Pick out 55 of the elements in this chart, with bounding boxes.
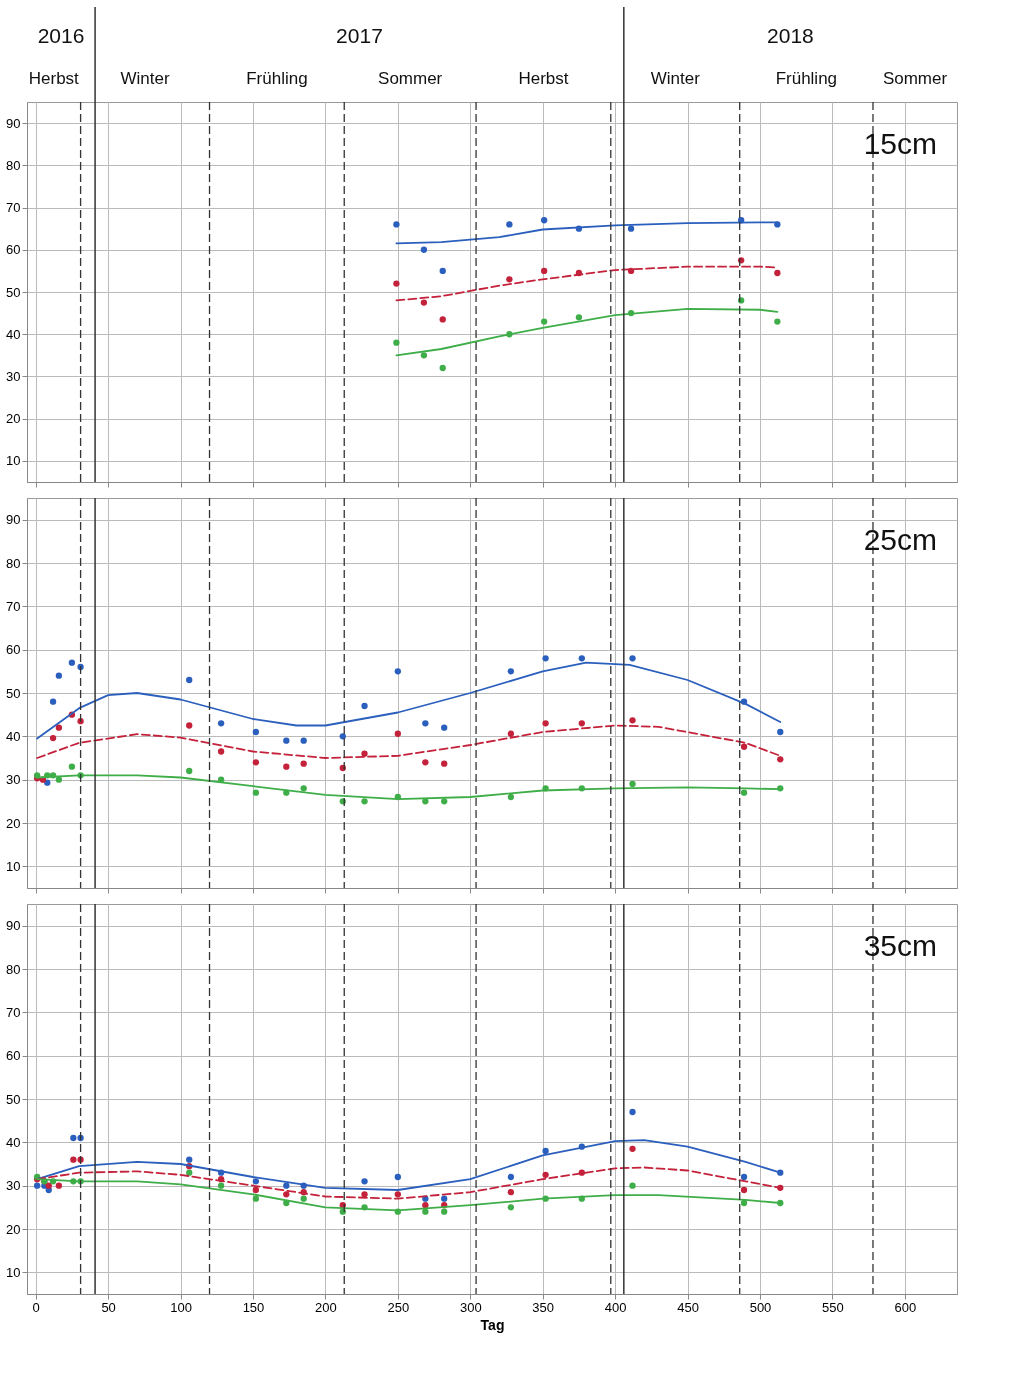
- annotation: 25cm: [863, 523, 937, 556]
- y-tick-label: 80: [6, 555, 21, 571]
- y-tick-label: 90: [6, 512, 21, 528]
- y-tick-label: 30: [6, 1178, 21, 1194]
- text: Sommer: [882, 69, 948, 88]
- y-tick-label: 40: [6, 1134, 21, 1150]
- text: Herbst: [28, 69, 80, 88]
- y-tick-label: 40: [6, 326, 21, 342]
- y-tick-label: 20: [6, 1221, 21, 1237]
- x-tick-label: 50: [101, 1299, 116, 1315]
- y-tick-label: 70: [6, 598, 21, 614]
- y-tick-label: 10: [6, 453, 21, 469]
- x-tick-label: 450: [677, 1299, 699, 1315]
- y-tick-label: 90: [6, 918, 21, 934]
- text: Frühling: [775, 69, 838, 88]
- x-tick-label: 300: [459, 1299, 482, 1315]
- y-tick-label: 60: [6, 242, 21, 258]
- x-tick-label: 200: [315, 1299, 337, 1315]
- text: Winter: [120, 69, 170, 88]
- y-tick-label: 20: [6, 815, 21, 831]
- x-tick-label: 0: [32, 1299, 40, 1315]
- text: 2016: [37, 24, 85, 47]
- x-tick-label: 600: [894, 1299, 917, 1315]
- y-tick-label: 50: [6, 284, 21, 300]
- x-tick-label: 500: [749, 1299, 772, 1315]
- x-tick-label: 250: [387, 1299, 410, 1315]
- text: Frühling: [246, 69, 308, 88]
- x-tick-label: 100: [170, 1299, 192, 1315]
- x-tick-label: 350: [532, 1299, 555, 1315]
- y-tick-label: 30: [6, 772, 21, 788]
- text: 2017: [336, 24, 383, 47]
- y-tick-label: 50: [6, 1091, 21, 1107]
- y-tick-label: 60: [6, 1048, 21, 1064]
- y-tick-label: 10: [6, 1264, 21, 1280]
- y-tick-label: 30: [6, 368, 21, 384]
- y-tick-label: 60: [6, 642, 21, 658]
- y-tick-label: 10: [6, 858, 21, 874]
- y-tick-label: 70: [6, 1004, 21, 1020]
- y-tick-label: 80: [6, 157, 21, 173]
- x-tick-label: 400: [604, 1299, 627, 1315]
- annotation: 15cm: [863, 127, 937, 160]
- text: 2018: [767, 24, 814, 47]
- y-tick-label: 50: [6, 685, 21, 701]
- y-tick-label: 90: [6, 115, 21, 131]
- x-tick-label: 550: [822, 1299, 844, 1315]
- text: Herbst: [518, 69, 569, 88]
- y-tick-label: 70: [6, 200, 21, 216]
- annotation: 35cm: [863, 929, 937, 962]
- y-tick-label: 80: [6, 961, 21, 977]
- y-tick-label: 40: [6, 728, 21, 744]
- x-axis-title: Tag: [480, 1316, 505, 1333]
- text: Sommer: [378, 69, 443, 88]
- y-tick-label: 20: [6, 411, 21, 427]
- x-tick-label: 150: [242, 1299, 265, 1315]
- text: Winter: [650, 69, 701, 88]
